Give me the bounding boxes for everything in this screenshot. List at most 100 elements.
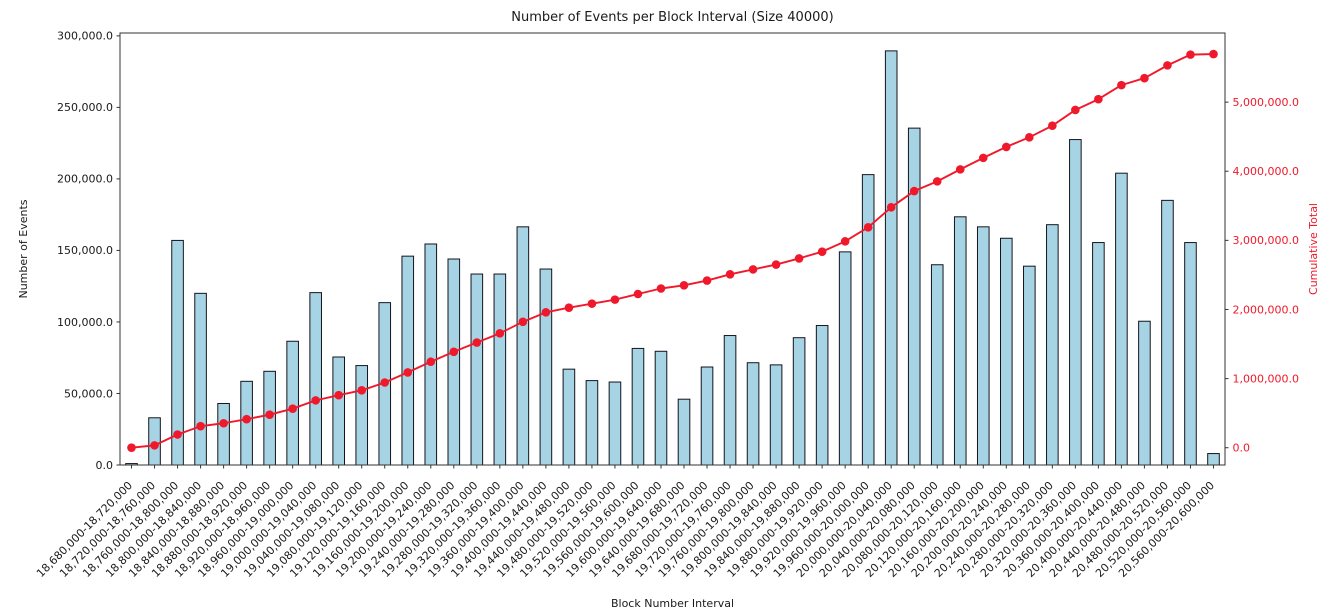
cumulative-point bbox=[1025, 133, 1034, 142]
cumulative-point bbox=[472, 338, 482, 347]
bar bbox=[401, 255, 415, 466]
bar bbox=[539, 268, 553, 466]
cumulative-point bbox=[932, 177, 942, 186]
cumulative-point bbox=[219, 418, 228, 428]
bar bbox=[194, 292, 207, 466]
bar bbox=[1115, 172, 1128, 466]
bar bbox=[516, 226, 530, 466]
cumulative-point bbox=[656, 284, 666, 293]
cumulative-point bbox=[725, 270, 735, 279]
bar bbox=[861, 174, 875, 466]
cumulative-point bbox=[541, 308, 551, 317]
bar bbox=[332, 356, 345, 466]
bar bbox=[723, 335, 737, 466]
cumulative-point bbox=[1186, 50, 1195, 59]
bar bbox=[884, 50, 898, 466]
cumulative-point bbox=[311, 396, 320, 405]
bar bbox=[930, 264, 944, 466]
cumulative-point bbox=[587, 299, 597, 308]
cumulative-point bbox=[495, 329, 505, 338]
y-tick-label-right: 4,000,000.0 bbox=[1233, 165, 1299, 178]
cumulative-point bbox=[702, 276, 712, 285]
cumulative-point bbox=[1117, 80, 1126, 90]
cumulative-point bbox=[748, 265, 758, 274]
bar bbox=[953, 216, 967, 466]
y-tick-label-right: 0.0 bbox=[1233, 442, 1251, 455]
cumulative-point bbox=[288, 404, 297, 414]
y-tick-label-right: 2,000,000.0 bbox=[1233, 303, 1299, 316]
cumulative-point bbox=[794, 254, 804, 263]
y-tick-label-left: 200,000.0 bbox=[57, 173, 113, 186]
bar bbox=[631, 347, 645, 466]
bar bbox=[470, 273, 484, 466]
cumulative-point bbox=[1094, 94, 1103, 104]
bar bbox=[309, 292, 322, 466]
bar bbox=[1092, 242, 1105, 466]
bar bbox=[562, 368, 576, 466]
cumulative-point bbox=[1002, 142, 1011, 152]
bar bbox=[493, 273, 507, 466]
cumulative-point bbox=[127, 443, 136, 452]
cumulative-point bbox=[1209, 49, 1218, 59]
y-tick-label-left: 150,000.0 bbox=[57, 244, 113, 257]
bar bbox=[700, 366, 714, 466]
y-tick-label-left: 50,000.0 bbox=[64, 387, 113, 400]
cumulative-point bbox=[863, 223, 873, 232]
bar bbox=[1161, 199, 1174, 466]
bar bbox=[585, 380, 599, 466]
cumulative-point bbox=[242, 414, 251, 424]
cumulative-point bbox=[1048, 121, 1057, 130]
y-tick-label-left: 0.0 bbox=[96, 459, 114, 472]
cumulative-point bbox=[1163, 61, 1172, 70]
bar bbox=[1069, 139, 1082, 466]
y-tick-label-left: 100,000.0 bbox=[57, 316, 113, 329]
bars-group bbox=[125, 50, 1220, 466]
bar bbox=[746, 362, 760, 466]
cumulative-point bbox=[426, 357, 436, 367]
y-axis-label-right: Cumulative Total bbox=[1307, 203, 1320, 295]
cumulative-point bbox=[633, 289, 643, 299]
cumulative-point bbox=[840, 237, 850, 246]
bar bbox=[217, 402, 230, 466]
bar bbox=[1046, 224, 1059, 466]
bar bbox=[447, 258, 461, 466]
cumulative-point bbox=[909, 186, 919, 196]
y-tick-label-left: 300,000.0 bbox=[57, 30, 113, 43]
bar bbox=[792, 337, 806, 466]
cumulative-point bbox=[150, 441, 159, 450]
bar bbox=[1207, 453, 1220, 466]
cumulative-point bbox=[518, 317, 528, 327]
cumulative-point bbox=[886, 203, 896, 212]
bar bbox=[1184, 242, 1197, 466]
bar bbox=[815, 325, 829, 466]
left-axis: 0.0 50,000.0 100,000.0 150,000.0 200,000.0 25… bbox=[57, 30, 120, 472]
cumulative-point bbox=[610, 295, 620, 304]
cumulative-point bbox=[978, 153, 988, 163]
cumulative-point bbox=[817, 247, 827, 256]
cumulative-point bbox=[265, 410, 274, 419]
bar bbox=[424, 243, 438, 466]
cumulative-point bbox=[449, 347, 459, 357]
cumulative-point bbox=[403, 368, 413, 377]
cumulative-point bbox=[955, 165, 965, 174]
cumulative-point bbox=[1071, 105, 1080, 115]
right-axis: 0.0 1,000,000.0 2,000,000.0 3,000,000.0 4,00… bbox=[1225, 96, 1299, 455]
cumulative-point bbox=[564, 303, 574, 313]
y-tick-label-right: 1,000,000.0 bbox=[1233, 372, 1299, 385]
bar bbox=[838, 251, 852, 466]
cumulative-point bbox=[679, 281, 689, 290]
chart-title: Number of Events per Block Interval (Siz… bbox=[511, 10, 833, 25]
cumulative-point bbox=[1140, 73, 1149, 83]
bar bbox=[976, 226, 990, 466]
x-axis: 18,680,000-18,720,00018,720,000-18,760,0… bbox=[34, 465, 1217, 580]
y-axis-label-left: Number of Events bbox=[17, 199, 30, 298]
bar bbox=[677, 398, 691, 466]
cumulative-point bbox=[173, 430, 182, 439]
x-axis-label: Block Number Interval bbox=[611, 597, 734, 610]
y-tick-label-left: 250,000.0 bbox=[57, 101, 113, 114]
cumulative-point bbox=[334, 390, 344, 400]
plot-border bbox=[119, 32, 1226, 466]
cumulative-point bbox=[771, 260, 781, 269]
